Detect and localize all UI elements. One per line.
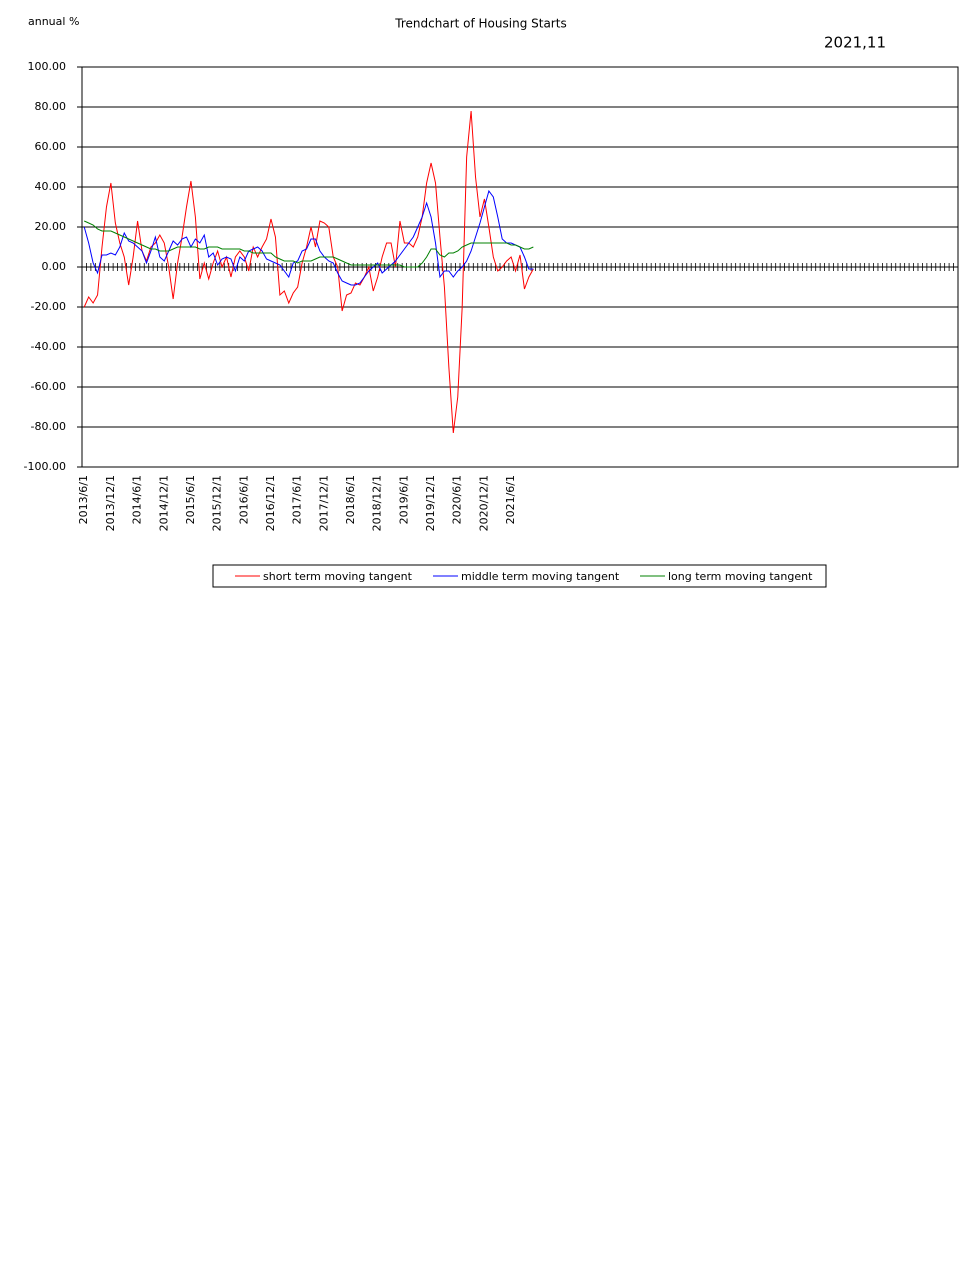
y-tick-label: -40.00 — [31, 340, 66, 353]
x-tick-label: 2021/6/1 — [504, 475, 517, 524]
x-tick-label: 2016/12/1 — [264, 475, 277, 531]
chart-subtitle: 2021,11 — [824, 34, 886, 52]
y-tick-label: -100.00 — [24, 460, 66, 473]
chart-title: Trendchart of Housing Starts — [394, 17, 566, 31]
x-tick-label: 2017/12/1 — [317, 475, 330, 531]
x-tick-label: 2014/12/1 — [157, 475, 170, 531]
x-tick-label: 2017/6/1 — [291, 475, 304, 524]
x-tick-label: 2019/6/1 — [397, 475, 410, 524]
x-tick-label: 2019/12/1 — [424, 475, 437, 531]
legend-label: long term moving tangent — [668, 570, 813, 583]
y-tick-label: 60.00 — [35, 140, 67, 153]
x-tick-label: 2020/12/1 — [477, 475, 490, 531]
x-tick-label: 2018/6/1 — [344, 475, 357, 524]
y-tick-label: 0.00 — [42, 260, 67, 273]
y-tick-label: -60.00 — [31, 380, 66, 393]
y-tick-label: 20.00 — [35, 220, 67, 233]
x-tick-label: 2014/6/1 — [131, 475, 144, 524]
y-tick-label: 40.00 — [35, 180, 67, 193]
legend-label: short term moving tangent — [263, 570, 413, 583]
x-tick-label: 2018/12/1 — [371, 475, 384, 531]
x-tick-label: 2013/6/1 — [77, 475, 90, 524]
y-tick-label: 100.00 — [28, 60, 67, 73]
legend-box — [212, 564, 827, 588]
y-tick-label: -20.00 — [31, 300, 66, 313]
x-tick-label: 2013/12/1 — [104, 475, 117, 531]
legend-label: middle term moving tangent — [461, 570, 620, 583]
x-tick-label: 2020/6/1 — [451, 475, 464, 524]
x-tick-label: 2015/6/1 — [184, 475, 197, 524]
x-tick-label: 2016/6/1 — [237, 475, 250, 524]
y-tick-label: 80.00 — [35, 100, 67, 113]
y-axis-label: annual % — [28, 15, 79, 28]
x-tick-label: 2015/12/1 — [211, 475, 224, 531]
data-line — [83, 189, 534, 286]
y-tick-label: -80.00 — [31, 420, 66, 433]
data-line — [83, 110, 534, 434]
data-line — [84, 220, 534, 268]
